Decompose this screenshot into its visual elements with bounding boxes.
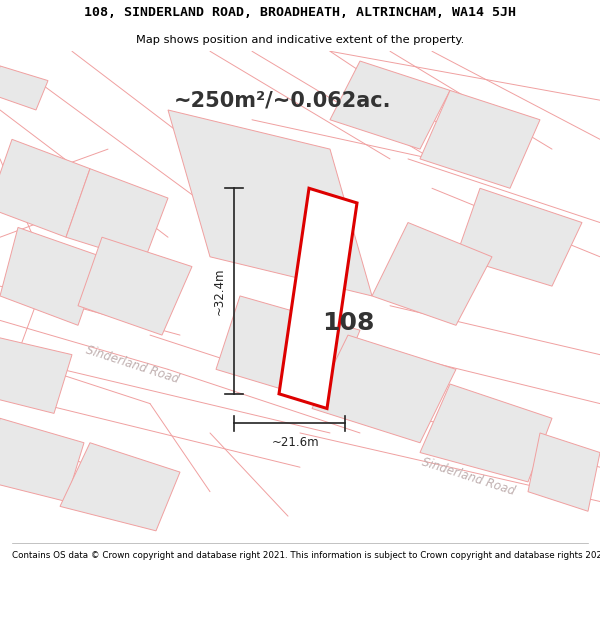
Polygon shape [0, 418, 84, 501]
Polygon shape [456, 188, 582, 286]
Polygon shape [279, 188, 357, 409]
Text: Map shows position and indicative extent of the property.: Map shows position and indicative extent… [136, 35, 464, 45]
Text: 108: 108 [322, 311, 374, 335]
Polygon shape [0, 335, 72, 413]
Text: ~250m²/~0.062ac.: ~250m²/~0.062ac. [173, 90, 391, 110]
Polygon shape [372, 222, 492, 325]
Polygon shape [78, 238, 192, 335]
Polygon shape [312, 335, 456, 442]
Text: 108, SINDERLAND ROAD, BROADHEATH, ALTRINCHAM, WA14 5JH: 108, SINDERLAND ROAD, BROADHEATH, ALTRIN… [84, 6, 516, 19]
Polygon shape [60, 442, 180, 531]
Text: Contains OS data © Crown copyright and database right 2021. This information is : Contains OS data © Crown copyright and d… [12, 551, 600, 560]
Polygon shape [216, 296, 360, 404]
Text: Sinderland Road: Sinderland Road [420, 456, 516, 498]
Polygon shape [0, 66, 48, 110]
Polygon shape [528, 433, 600, 511]
Text: ~32.4m: ~32.4m [212, 268, 226, 315]
Polygon shape [0, 139, 90, 238]
Polygon shape [0, 228, 102, 325]
Polygon shape [420, 91, 540, 188]
Polygon shape [168, 110, 372, 296]
Polygon shape [420, 384, 552, 482]
Polygon shape [330, 61, 450, 149]
Polygon shape [66, 169, 168, 262]
Text: Sinderland Road: Sinderland Road [84, 343, 180, 386]
Text: ~21.6m: ~21.6m [272, 436, 319, 449]
